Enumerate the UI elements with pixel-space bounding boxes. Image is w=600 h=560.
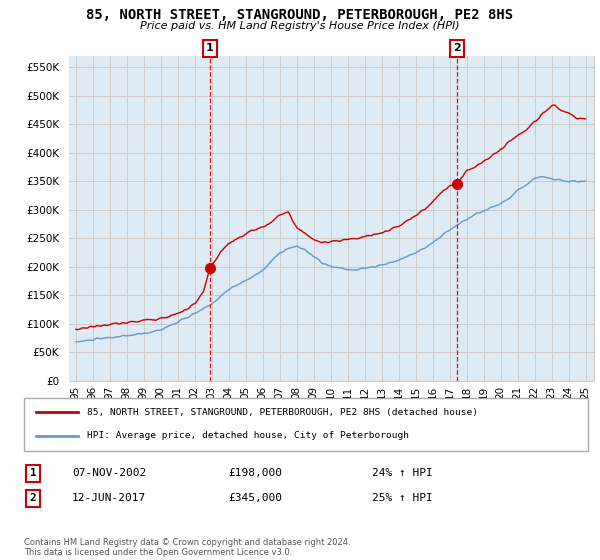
Text: 1: 1 bbox=[29, 468, 37, 478]
Text: £198,000: £198,000 bbox=[228, 468, 282, 478]
Text: 1: 1 bbox=[206, 43, 214, 53]
Text: Contains HM Land Registry data © Crown copyright and database right 2024.
This d: Contains HM Land Registry data © Crown c… bbox=[24, 538, 350, 557]
Text: 85, NORTH STREET, STANGROUND, PETERBOROUGH, PE2 8HS (detached house): 85, NORTH STREET, STANGROUND, PETERBOROU… bbox=[87, 408, 478, 417]
Text: 2: 2 bbox=[454, 43, 461, 53]
Text: 2: 2 bbox=[29, 493, 37, 503]
Text: 07-NOV-2002: 07-NOV-2002 bbox=[72, 468, 146, 478]
Text: 12-JUN-2017: 12-JUN-2017 bbox=[72, 493, 146, 503]
Text: Price paid vs. HM Land Registry's House Price Index (HPI): Price paid vs. HM Land Registry's House … bbox=[140, 21, 460, 31]
Text: 85, NORTH STREET, STANGROUND, PETERBOROUGH, PE2 8HS: 85, NORTH STREET, STANGROUND, PETERBOROU… bbox=[86, 8, 514, 22]
Text: HPI: Average price, detached house, City of Peterborough: HPI: Average price, detached house, City… bbox=[87, 431, 409, 440]
Text: £345,000: £345,000 bbox=[228, 493, 282, 503]
Text: 25% ↑ HPI: 25% ↑ HPI bbox=[372, 493, 433, 503]
Text: 24% ↑ HPI: 24% ↑ HPI bbox=[372, 468, 433, 478]
